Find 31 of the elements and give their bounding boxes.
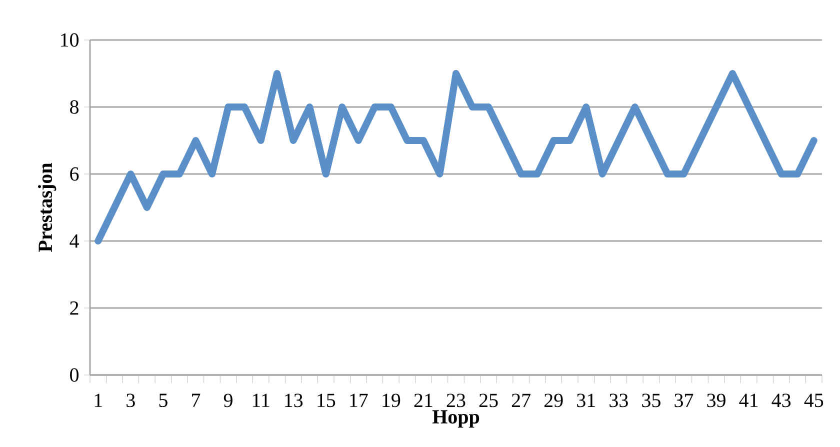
y-tick-label: 10 (61, 33, 79, 47)
x-tick-label: 9 (224, 394, 232, 408)
x-tick-label: 7 (192, 394, 200, 407)
x-tick-label: 11 (252, 394, 270, 407)
x-tick-label: 15 (318, 394, 336, 408)
x-tick-label: 23 (446, 394, 466, 408)
y-tick-label: 0 (70, 368, 79, 382)
x-tick-label: 31 (577, 394, 595, 408)
y-tick-label: 8 (70, 100, 79, 114)
x-tick-label: 35 (642, 394, 660, 408)
x-tick-label: 25 (479, 394, 498, 408)
x-tick-label: 13 (285, 394, 303, 408)
x-tick-label: 19 (382, 394, 400, 408)
x-tick-label: 37 (674, 394, 694, 408)
x-tick-label: 33 (610, 394, 628, 408)
y-axis-title: Prestasjon (38, 163, 56, 252)
x-tick-label: 45 (804, 394, 824, 408)
x-tick-label: 21 (414, 394, 432, 407)
x-tick-label: 1 (94, 394, 102, 407)
x-axis-title: Hopp (432, 410, 480, 428)
y-tick-label: 2 (70, 301, 78, 315)
x-tick-label: 39 (707, 394, 726, 408)
x-tick-label: 27 (512, 394, 530, 407)
x-tick-label: 5 (159, 394, 168, 407)
y-tick-label: 4 (70, 234, 79, 248)
x-tick-label: 3 (126, 394, 135, 408)
x-tick-label: 43 (772, 394, 791, 408)
x-tick-label: 41 (739, 394, 758, 407)
y-tick-label: 6 (70, 167, 79, 181)
x-tick-label: 29 (544, 394, 563, 408)
x-tick-label: 17 (350, 394, 368, 407)
